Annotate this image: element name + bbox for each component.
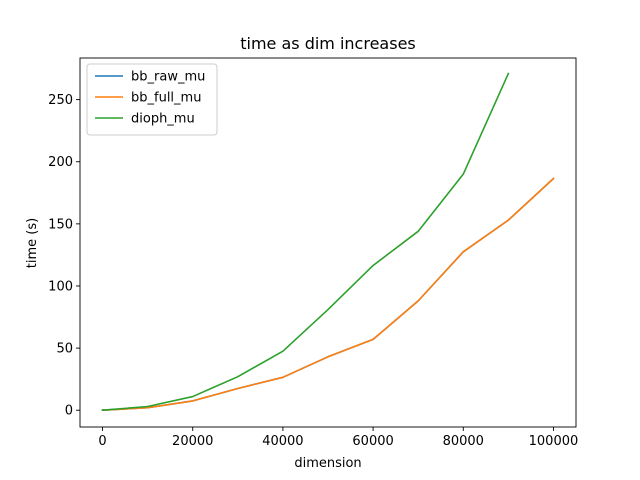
x-axis-label: dimension	[294, 456, 361, 471]
y-tick-label: 100	[48, 279, 73, 294]
legend-label-bb-full-mu: bb_full_mu	[131, 91, 201, 106]
y-tick-label: 150	[48, 217, 73, 232]
legend-label-dioph-mu: dioph_mu	[131, 112, 195, 127]
x-tick-label: 40000	[262, 434, 303, 449]
axes-frame	[79, 57, 577, 428]
series-line-bb-full-mu	[101, 177, 555, 411]
x-tick-label: 20000	[172, 434, 213, 449]
x-tick-label: 100000	[529, 434, 579, 449]
series-line-dioph-mu	[101, 72, 510, 411]
plot-area: 0 20000 40000 60000 80000 100000 0 50 100 150 200 2…	[48, 57, 579, 449]
y-tick-label: 50	[56, 342, 73, 357]
x-tick-label: 80000	[443, 434, 484, 449]
x-tick-label: 0	[98, 434, 106, 449]
x-tick-label: 60000	[352, 434, 393, 449]
y-tick-label: 0	[65, 404, 73, 419]
legend-label-bb-raw-mu: bb_raw_mu	[131, 70, 205, 85]
y-tick-label: 250	[48, 93, 73, 108]
y-axis-label: time (s)	[25, 218, 40, 268]
chart-title: time as dim increases	[240, 34, 416, 53]
y-tick-label: 200	[48, 155, 73, 170]
